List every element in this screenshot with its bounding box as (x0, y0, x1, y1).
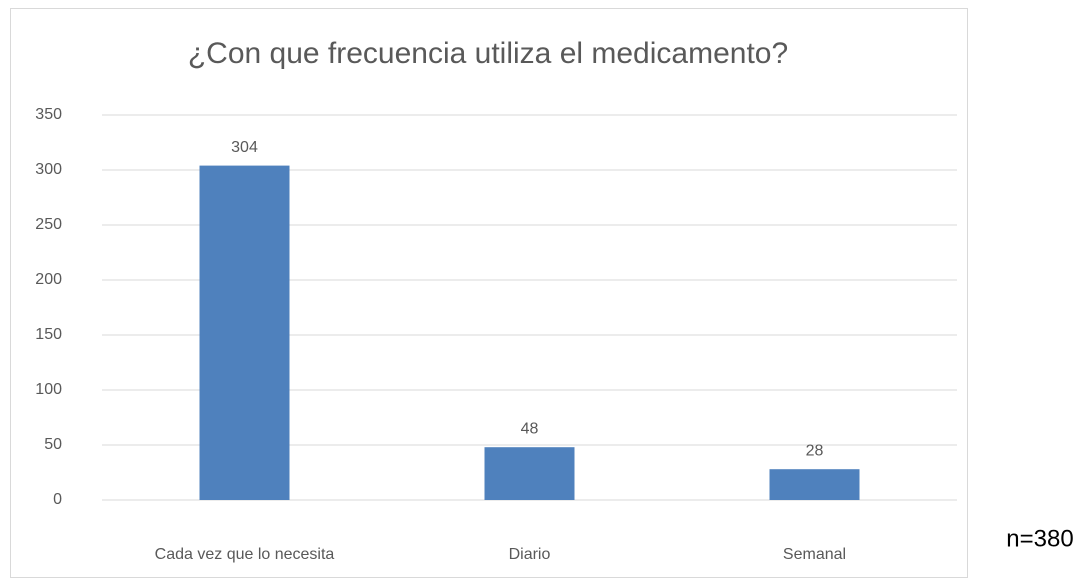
y-tick-label: 300 (35, 161, 62, 178)
bar (484, 447, 575, 500)
x-tick-label: Semanal (783, 546, 846, 563)
x-tick-label: Diario (509, 546, 551, 563)
y-tick-label: 50 (44, 436, 62, 453)
data-label: 48 (521, 420, 539, 437)
y-tick-label: 0 (53, 491, 62, 508)
y-tick-label: 200 (35, 271, 62, 288)
bar (769, 469, 860, 500)
y-tick-label: 350 (35, 106, 62, 123)
data-label: 304 (231, 139, 258, 156)
y-tick-label: 100 (35, 381, 62, 398)
x-tick-label: Cada vez que lo necesita (155, 546, 335, 563)
y-tick-label: 250 (35, 216, 62, 233)
note: n=380 (1006, 525, 1073, 552)
y-tick-label: 150 (35, 326, 62, 343)
chart-title: ¿Con que frecuencia utiliza el medicamen… (188, 37, 788, 70)
bar (199, 165, 290, 500)
data-label: 28 (806, 442, 824, 459)
